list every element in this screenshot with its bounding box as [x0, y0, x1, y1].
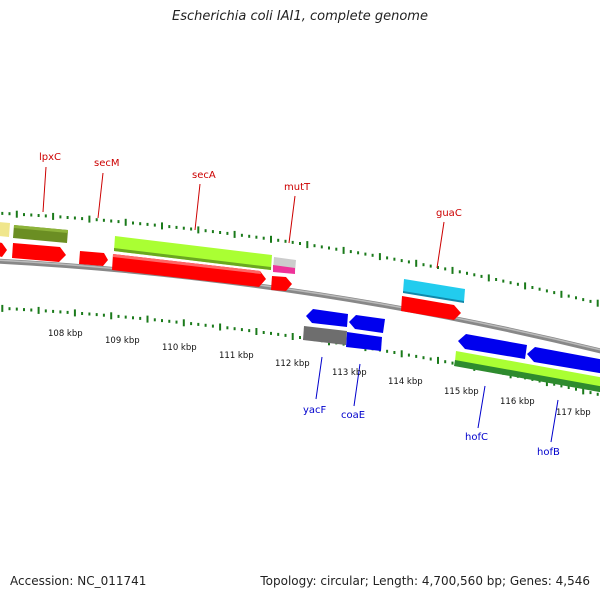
cds-arrow[interactable] — [349, 315, 385, 333]
gene-labels: lpxC secM secA mutT guaC yacF coaE hofC … — [39, 152, 560, 458]
cds-arrow[interactable] — [112, 254, 266, 287]
scale-label: 109 kbp — [105, 336, 140, 346]
cds-arrow[interactable] — [306, 309, 348, 327]
feature-block[interactable] — [114, 236, 272, 270]
cds-arrow-highlight — [113, 254, 261, 274]
map-title: Escherichia coli IAI1, complete genome — [172, 9, 428, 24]
leader-line — [550, 399, 559, 443]
genome-backbone-highlight — [0, 259, 600, 351]
genome-backbone — [0, 258, 600, 354]
scale-label: 117 kbp — [556, 408, 591, 418]
leader-line — [194, 183, 201, 231]
gene-leader-lines — [42, 166, 559, 443]
plus-strand-features — [0, 222, 465, 320]
cds-arrow[interactable] — [458, 334, 527, 359]
gene-label-guac[interactable]: guaC — [436, 208, 462, 219]
cds-arrow[interactable] — [527, 347, 600, 374]
topology-text: Topology: circular; Length: 4,700,560 bp… — [260, 574, 590, 588]
leader-line — [477, 385, 486, 429]
scale-label: 115 kbp — [444, 387, 479, 397]
cds-arrow[interactable] — [271, 276, 292, 291]
accession-text: Accession: NC_011741 — [10, 574, 147, 588]
gene-label-mutt[interactable]: mutT — [284, 182, 311, 193]
feature-block[interactable] — [403, 279, 465, 302]
scale-label: 111 kbp — [219, 351, 254, 361]
scale-label: 108 kbp — [48, 329, 83, 339]
outer-tick-ring — [1, 210, 599, 307]
feature-block[interactable] — [0, 222, 10, 237]
cds-arrow[interactable] — [12, 243, 66, 262]
leader-line — [436, 221, 445, 269]
gene-label-yacf[interactable]: yacF — [303, 405, 327, 416]
cds-arrow[interactable] — [79, 251, 108, 266]
scale-label: 112 kbp — [275, 359, 310, 369]
scale-label: 110 kbp — [162, 343, 197, 353]
gene-label-hofb[interactable]: hofB — [537, 447, 560, 458]
feature-block-shadow — [403, 291, 464, 303]
cds-arrow[interactable] — [401, 296, 461, 320]
feature-block-shadow — [114, 248, 271, 270]
feature-block[interactable] — [303, 326, 347, 345]
minus-strand-features — [303, 309, 600, 393]
gene-label-hofc[interactable]: hofC — [465, 432, 488, 443]
cds-arrow[interactable] — [0, 242, 7, 257]
gene-label-coae[interactable]: coaE — [341, 410, 365, 421]
leader-line — [97, 172, 104, 219]
feature-block[interactable] — [346, 332, 382, 351]
leader-line — [353, 363, 361, 407]
feature-block[interactable] — [454, 360, 600, 393]
feature-block[interactable] — [273, 265, 295, 274]
scale-label: 114 kbp — [388, 377, 423, 387]
gene-label-secm[interactable]: secM — [94, 158, 120, 169]
leader-line — [288, 195, 296, 244]
feature-block-highlight — [14, 225, 68, 233]
scale-labels: 108 kbp 109 kbp 110 kbp 111 kbp 112 kbp … — [48, 329, 591, 418]
scale-label: 113 kbp — [332, 368, 367, 378]
leader-line — [42, 166, 47, 213]
gene-label-lpxc[interactable]: lpxC — [39, 152, 61, 163]
feature-block[interactable] — [455, 351, 600, 388]
scale-label: 116 kbp — [500, 397, 535, 407]
leader-line — [315, 356, 323, 400]
gene-label-seca[interactable]: secA — [192, 170, 216, 181]
